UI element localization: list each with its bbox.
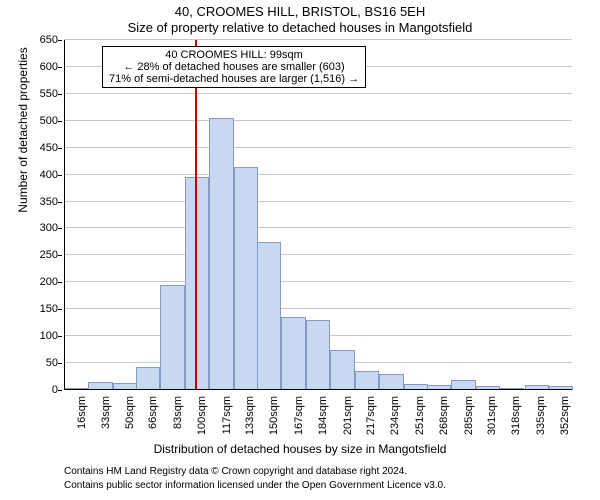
gridline xyxy=(64,120,572,121)
histogram-bar xyxy=(257,242,281,390)
gridline xyxy=(64,174,572,175)
y-tick: 200 xyxy=(40,276,58,288)
histogram-bar xyxy=(306,320,330,390)
histogram-bar xyxy=(209,118,233,390)
y-axis-label: Number of detached properties xyxy=(16,0,30,305)
chart-container: { "title_line1": "40, CROOMES HILL, BRIS… xyxy=(0,0,600,500)
gridline xyxy=(64,281,572,282)
x-axis-line xyxy=(64,389,572,390)
y-tick: 300 xyxy=(40,222,58,234)
x-tick: 352sqm xyxy=(559,396,600,435)
y-tick: 400 xyxy=(40,169,58,181)
y-tick: 50 xyxy=(46,357,58,369)
gridline xyxy=(64,308,572,309)
gridline xyxy=(64,147,572,148)
y-tick: 0 xyxy=(52,384,58,396)
histogram-bar xyxy=(330,350,354,390)
gridline xyxy=(64,227,572,228)
histogram-bar xyxy=(355,371,379,390)
histogram-bar xyxy=(379,374,403,390)
x-axis-label: Distribution of detached houses by size … xyxy=(0,442,600,456)
gridline xyxy=(64,39,572,40)
y-tick: 450 xyxy=(40,142,58,154)
annotation-line3: 71% of semi-detached houses are larger (… xyxy=(109,73,359,85)
gridline xyxy=(64,254,572,255)
histogram-bar xyxy=(281,317,305,390)
y-tick: 250 xyxy=(40,249,58,261)
histogram-bar xyxy=(234,167,258,390)
annotation-line1: 40 CROOMES HILL: 99sqm xyxy=(109,49,359,61)
y-tick: 650 xyxy=(40,34,58,46)
footer-line2: Contains public sector information licen… xyxy=(64,480,446,491)
y-tick: 500 xyxy=(40,115,58,127)
y-tick: 100 xyxy=(40,330,58,342)
histogram-bar xyxy=(136,367,160,390)
gridline xyxy=(64,93,572,94)
reference-line xyxy=(195,40,197,390)
annotation-box: 40 CROOMES HILL: 99sqm ← 28% of detached… xyxy=(102,46,366,88)
chart-title-line2: Size of property relative to detached ho… xyxy=(0,20,600,35)
y-tick: 600 xyxy=(40,61,58,73)
chart-title-line1: 40, CROOMES HILL, BRISTOL, BS16 5EH xyxy=(0,4,600,19)
plot-area xyxy=(64,40,572,390)
annotation-line2: ← 28% of detached houses are smaller (60… xyxy=(109,61,359,73)
footer-line1: Contains HM Land Registry data © Crown c… xyxy=(64,466,407,477)
y-tick: 550 xyxy=(40,88,58,100)
gridline xyxy=(64,201,572,202)
y-axis-line xyxy=(64,40,65,390)
y-tick: 150 xyxy=(40,303,58,315)
histogram-bar xyxy=(185,177,209,390)
histogram-bar xyxy=(160,285,184,390)
y-tick: 350 xyxy=(40,196,58,208)
